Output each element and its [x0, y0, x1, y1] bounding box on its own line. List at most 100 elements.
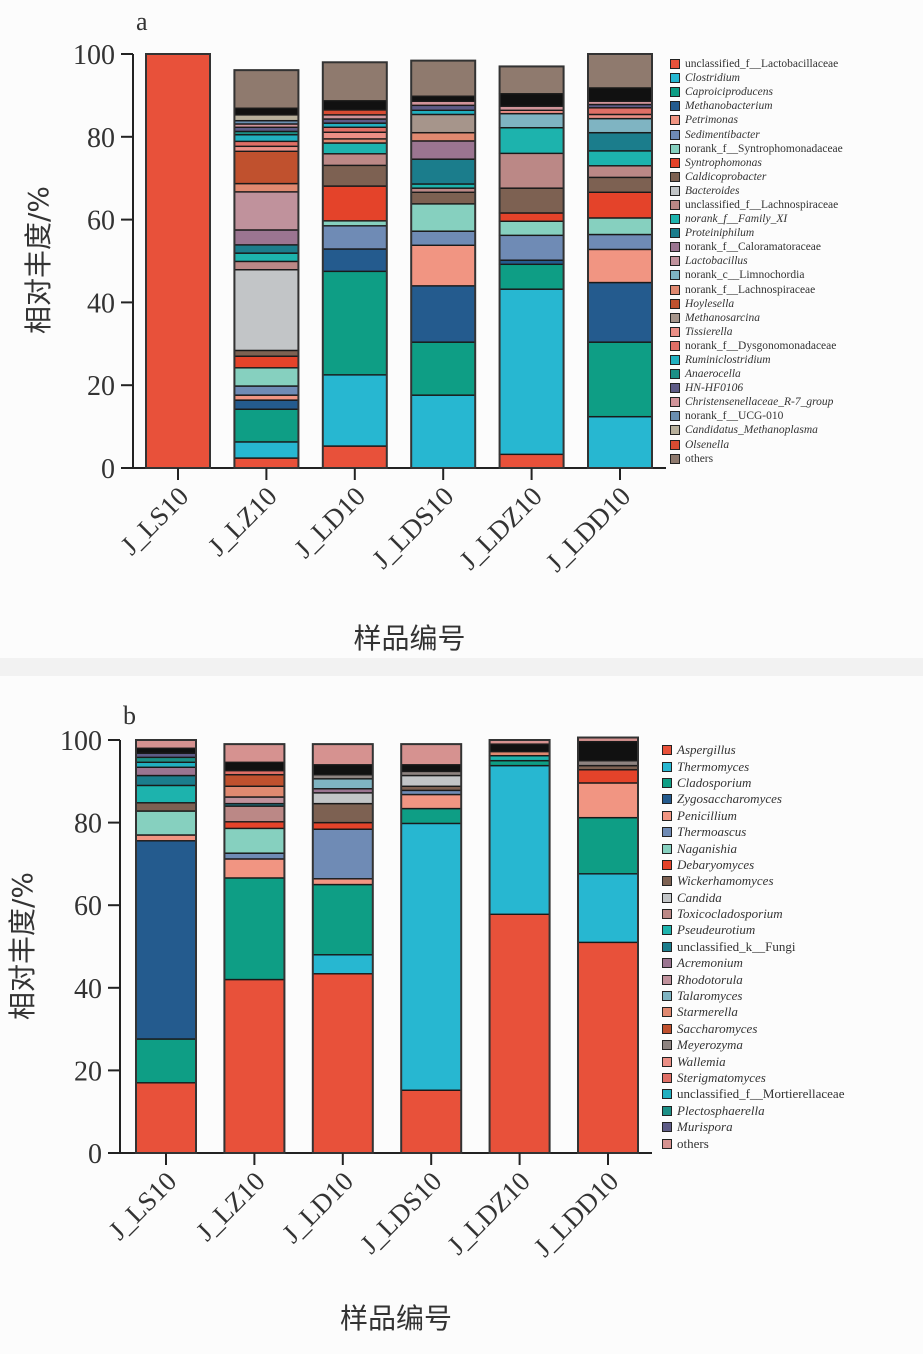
legend-label: Hoylesella	[685, 297, 735, 310]
bar-segment	[233, 114, 300, 122]
legend-label: Talaromyces	[677, 988, 743, 1004]
legend-swatch	[662, 909, 672, 920]
bar-segment	[312, 973, 374, 1154]
legend-item: Zygosaccharomyces	[662, 791, 844, 807]
bar-segment	[410, 341, 476, 396]
bar-J_LDS10	[400, 743, 463, 1154]
y-axis-label: 相对丰度/%	[22, 186, 55, 334]
legend-label: Aspergillus	[677, 742, 736, 758]
bar-segment	[312, 743, 374, 766]
panel-divider	[0, 658, 923, 676]
bar-segment	[577, 769, 639, 784]
bar-segment	[410, 158, 476, 185]
legend-swatch	[670, 228, 680, 239]
legend-label: norank_f__Lachnospiraceae	[685, 283, 816, 296]
chart-panel-a: a 0 20 40 60 80 100 相对丰度/% J_LS10 J_LZ10 J_LD10 J_L…	[0, 0, 923, 658]
legend-item: Thermoascus	[662, 824, 844, 840]
legend-swatch	[662, 991, 672, 1002]
legend-label: Saccharomyces	[677, 1020, 758, 1036]
y-tick-label: 80	[74, 809, 102, 840]
bar-segment	[233, 150, 300, 185]
bar-segment	[233, 367, 300, 387]
legend-label: Debaryomyces	[677, 856, 755, 872]
legend-label: others	[677, 1135, 709, 1151]
legend-item: Tissierella	[670, 325, 843, 339]
legend-swatch	[662, 761, 672, 772]
bar-segment	[312, 883, 374, 956]
legend-item: Christensenellaceae_R-7_group	[670, 395, 843, 409]
legend-item: Petrimonas	[670, 113, 843, 127]
bar-segment	[498, 187, 565, 214]
legend-swatch	[662, 1089, 672, 1100]
bar-segment	[322, 153, 388, 167]
legend-swatch	[662, 859, 672, 870]
legend-swatch	[662, 1073, 672, 1083]
bar-segment	[312, 821, 374, 830]
legend-item: Ruminiclostridium	[670, 353, 843, 367]
bar-segment	[488, 754, 551, 762]
bar-segment	[322, 109, 388, 116]
legend-item: Candida	[662, 890, 844, 906]
legend-swatch	[670, 242, 680, 253]
bar-segment	[587, 87, 653, 102]
bar-segment	[223, 858, 286, 879]
legend-item: norank_f__Lachnospiraceae	[670, 283, 843, 297]
bar-segment	[223, 743, 286, 764]
legend-label: Petrimonas	[685, 114, 739, 127]
legend-item: Olsenella	[670, 438, 843, 452]
panel-label: b	[123, 701, 136, 730]
bar-segment	[587, 191, 653, 219]
legend-swatch	[670, 129, 680, 140]
legend-label: Methanobacterium	[685, 100, 773, 113]
bar-segment	[587, 176, 653, 193]
legend-swatch	[670, 312, 680, 323]
y-tick-label: 100	[60, 726, 102, 757]
bar-segment	[223, 761, 286, 772]
legend-item: norank_f__Family_XI	[670, 212, 843, 226]
legend-swatch	[662, 876, 672, 887]
legend-swatch	[670, 383, 680, 394]
legend-label: norank_f__Dysgonomonadaceae	[685, 339, 837, 352]
bar-segment	[410, 191, 476, 205]
legend-item: Talaromyces	[662, 988, 844, 1004]
bar-segment	[233, 260, 300, 271]
bar-segment	[135, 747, 197, 754]
legend-label: Zygosaccharomyces	[677, 791, 782, 807]
legend-swatch	[670, 157, 680, 168]
bar-segment	[312, 792, 374, 805]
bar-segment	[400, 807, 462, 825]
bar-segment	[498, 453, 565, 469]
bar-segment	[145, 53, 211, 469]
legend-swatch	[662, 1007, 672, 1018]
bar-segment	[233, 268, 300, 352]
bar-segment	[488, 913, 551, 1154]
legend-item: Meyerozyma	[662, 1037, 844, 1053]
legend-label: Meyerozyma	[677, 1037, 743, 1053]
bar-segment	[410, 140, 476, 160]
bar-segment	[488, 764, 551, 915]
bar-segment	[410, 230, 476, 246]
bar-segment	[587, 217, 653, 236]
bar-segment	[498, 212, 565, 222]
bar-segment	[233, 408, 300, 443]
bar-segment	[577, 759, 639, 767]
legend-swatch	[662, 1056, 672, 1067]
bar-segment	[577, 740, 639, 762]
legend-label: Pseudeurotium	[677, 922, 756, 938]
legend-item: Anaerocella	[670, 367, 843, 381]
chart-panel-b: b 0 20 40 60 80 100 相对丰度/% J_LS10 J_LZ10 J_LD10 J_L…	[0, 676, 923, 1354]
bar-segment	[322, 131, 388, 140]
legend-item: Starmerella	[662, 1004, 844, 1020]
legend-label: Candida	[677, 889, 722, 905]
legend-item: Caldicoprobacter	[670, 170, 843, 184]
legend-swatch	[670, 411, 680, 422]
bar-J_LDD10	[577, 736, 639, 1154]
bar-segment	[498, 93, 565, 107]
legend-item: norank_c__Limnochordia	[670, 268, 843, 282]
bar-segment	[135, 834, 197, 842]
bar-segment	[587, 165, 653, 179]
bar-segment	[135, 766, 197, 777]
bar-segment	[410, 285, 476, 343]
legend-label: Olsenella	[685, 438, 730, 451]
legend-item: HN-HF0106	[670, 381, 843, 395]
